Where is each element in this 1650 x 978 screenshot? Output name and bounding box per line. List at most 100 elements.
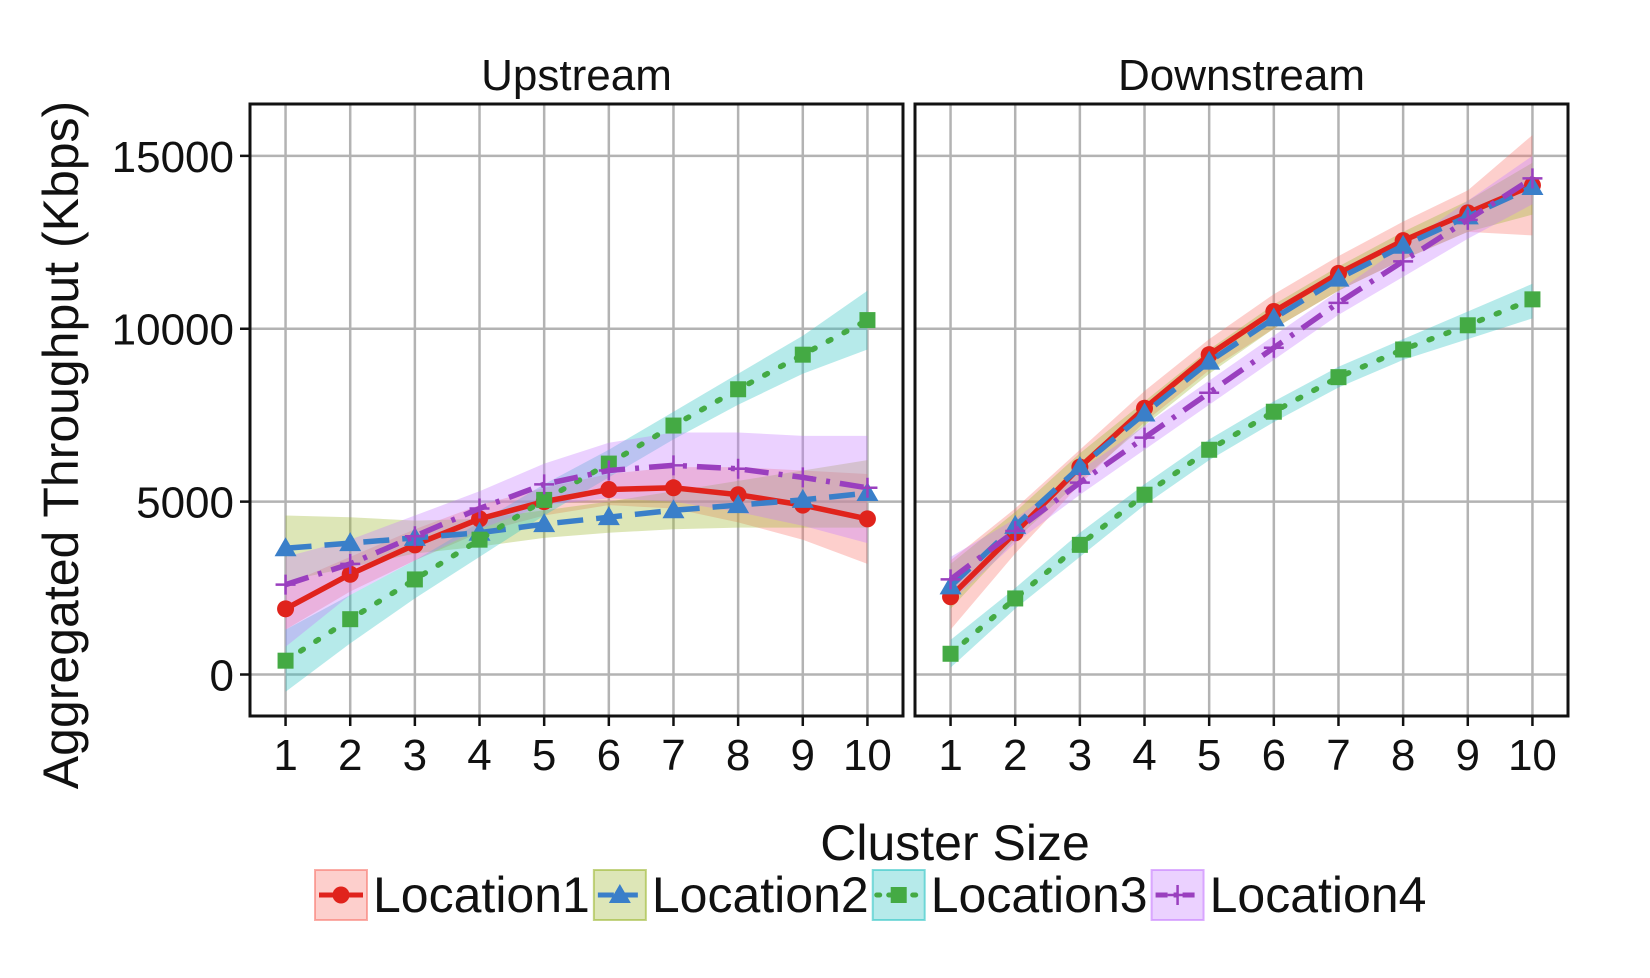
x-axis-label: Cluster Size	[820, 815, 1090, 871]
data-point-location4	[663, 455, 684, 476]
data-point-location4	[340, 553, 361, 574]
data-point-location4	[1069, 472, 1090, 493]
data-point-location4	[275, 574, 296, 595]
data-point-location3	[1265, 403, 1282, 420]
panel-border	[913, 102, 1570, 718]
data-point-location4	[598, 460, 619, 481]
x-tick-label: 1	[938, 731, 962, 780]
legend-item-location3: Location3	[871, 867, 1148, 923]
y-axis-label: Aggregated Throughput (Kbps)	[33, 101, 89, 789]
x-tick-label: 4	[467, 731, 491, 780]
y-tick-label: 0	[210, 652, 234, 701]
data-point-location3	[406, 571, 423, 588]
legend-marker	[890, 887, 907, 903]
data-point-location3	[1459, 317, 1476, 334]
data-point-location3	[536, 491, 553, 508]
x-ticks: 1 2 3 4 5 6 7 8 9 10	[938, 716, 1557, 780]
data-point-location3	[1136, 486, 1153, 503]
x-tick-label: 10	[1508, 731, 1557, 780]
data-point-location2	[1327, 267, 1350, 287]
data-point-location3	[665, 417, 682, 434]
series-line-location3	[282, 317, 871, 664]
data-point-location4	[1134, 427, 1155, 448]
x-tick-label: 2	[338, 731, 362, 780]
data-point-location4	[857, 477, 878, 498]
x-tick-label: 7	[1326, 731, 1350, 780]
band-location4	[285, 432, 868, 647]
series-line-location4	[948, 175, 1534, 582]
legend-marker	[608, 884, 631, 903]
x-tick-label: 3	[1068, 731, 1092, 780]
series-line-location2	[948, 184, 1534, 589]
data-point-location1	[277, 600, 295, 618]
x-tick-label: 6	[597, 731, 621, 780]
data-point-location3	[471, 531, 488, 548]
x-tick-label: 2	[1003, 731, 1027, 780]
panel-title: Downstream	[1118, 51, 1365, 100]
data-point-location3	[342, 611, 359, 628]
panel-upstream: Upstream 1 2 3 4 5 6 7 8 9 10 0 5000 10000 15000	[112, 51, 905, 780]
legend-item-location2: Location2	[592, 867, 869, 923]
y-tick-label: 10000	[112, 306, 234, 355]
data-point-location3	[1071, 536, 1088, 553]
data-point-location4	[534, 474, 555, 495]
data-point-location3	[942, 645, 959, 662]
data-point-location4	[728, 458, 749, 479]
x-tick-label: 9	[791, 731, 815, 780]
data-point-location1	[341, 565, 359, 583]
data-point-location3	[1201, 441, 1218, 458]
data-point-location2	[1133, 402, 1156, 422]
band-location3	[285, 290, 868, 692]
legend-label: Location4	[1210, 867, 1427, 923]
series-location3	[942, 291, 1541, 662]
data-point-location4	[404, 526, 425, 547]
x-tick-label: 8	[1391, 731, 1415, 780]
data-point-location2	[791, 488, 814, 508]
data-point-location4	[940, 569, 961, 590]
series-line-location4	[284, 462, 868, 588]
y-tick-label: 5000	[136, 479, 234, 528]
legend-label: Location2	[652, 867, 869, 923]
series-line-location2	[285, 490, 868, 552]
x-tick-label: 3	[403, 731, 427, 780]
data-point-location1	[600, 481, 618, 499]
data-point-location1	[471, 510, 489, 528]
data-point-location2	[1068, 456, 1091, 476]
band-location4	[950, 155, 1533, 602]
band-location1	[950, 135, 1533, 630]
series-location4	[940, 168, 1543, 590]
panel-downstream: Downstream 1 2 3 4 5 6 7 8 9 10	[913, 51, 1570, 780]
data-point-location2	[274, 537, 297, 557]
data-point-location4	[1199, 382, 1220, 403]
x-tick-label: 5	[532, 731, 556, 780]
data-point-location2	[1392, 234, 1415, 254]
x-tick-label: 1	[273, 731, 297, 780]
legend-label: Location3	[931, 867, 1148, 923]
x-tick-label: 5	[1197, 731, 1221, 780]
legend-label: Location1	[373, 867, 590, 923]
data-point-location1	[664, 479, 682, 497]
x-tick-label: 10	[843, 731, 892, 780]
x-tick-label: 6	[1262, 731, 1286, 780]
grid	[915, 104, 1568, 716]
data-point-location3	[794, 346, 811, 363]
x-tick-label: 4	[1132, 731, 1156, 780]
series-line-location3	[947, 296, 1536, 657]
y-ticks: 0 5000 10000 15000	[112, 133, 250, 701]
data-point-location2	[1262, 307, 1285, 327]
y-tick-label: 15000	[112, 133, 234, 182]
x-ticks: 1 2 3 4 5 6 7 8 9 10	[273, 716, 892, 780]
data-point-location2	[727, 494, 750, 514]
data-point-location2	[597, 506, 620, 526]
data-point-location1	[858, 510, 876, 528]
legend-marker	[332, 886, 350, 904]
grid	[250, 104, 903, 716]
data-point-location4	[1457, 209, 1478, 230]
panel-background	[250, 104, 903, 716]
legend-item-location4: Location4	[1150, 867, 1427, 923]
data-point-location4	[1393, 251, 1414, 272]
series-location4	[275, 455, 878, 595]
data-point-location3	[859, 312, 876, 329]
